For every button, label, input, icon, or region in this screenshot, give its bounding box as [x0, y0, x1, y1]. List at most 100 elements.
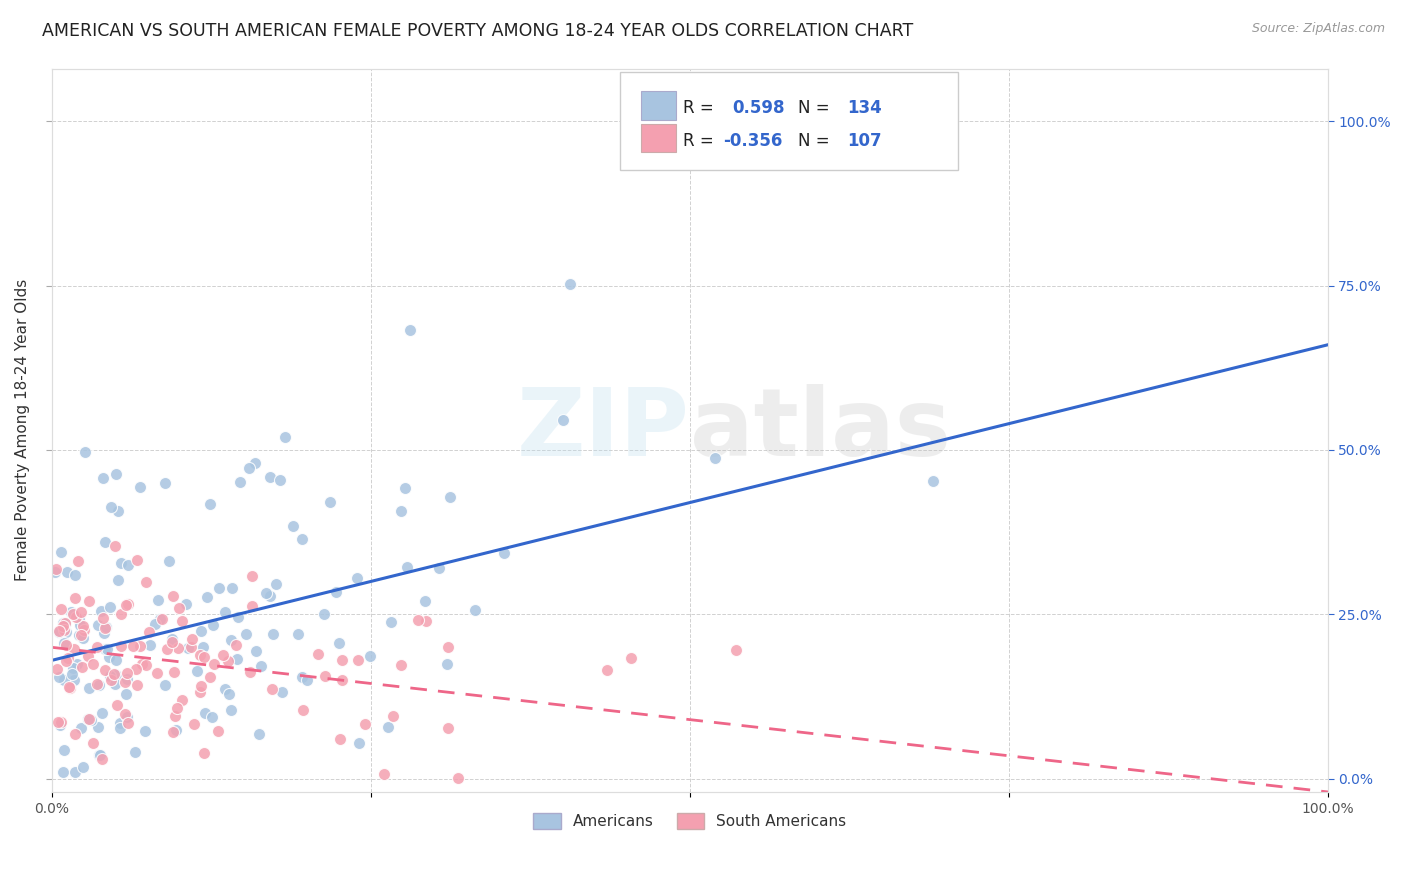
Point [271, 685, 294, 699]
Point [262, 626, 284, 640]
Point [73, 445, 96, 459]
Legend: Americans, South Americans: Americans, South Americans [527, 806, 852, 835]
Point [177, 641, 200, 656]
Point [259, 470, 281, 484]
Point [48, 670, 70, 684]
Point [183, 717, 205, 731]
Point [93, 626, 115, 640]
Point [77, 594, 100, 608]
Point [103, 667, 125, 681]
Point [115, 687, 138, 701]
Point [104, 668, 127, 682]
Point [131, 657, 153, 671]
Point [96, 620, 118, 634]
Point [202, 657, 225, 671]
Text: N =: N = [799, 99, 835, 118]
Point [46, 714, 69, 729]
Point [135, 657, 157, 672]
Point [620, 651, 643, 665]
Point [377, 720, 399, 734]
Point [94, 535, 117, 549]
Text: 134: 134 [846, 99, 882, 118]
Point [128, 480, 150, 494]
Point [127, 552, 149, 566]
Point [53, 673, 76, 687]
Point [307, 648, 329, 662]
FancyBboxPatch shape [641, 91, 676, 120]
Point [163, 665, 186, 679]
Point [129, 639, 152, 653]
Point [70, 605, 93, 619]
Point [149, 612, 172, 626]
Point [59, 681, 82, 695]
Point [107, 574, 129, 588]
FancyBboxPatch shape [641, 123, 676, 153]
Point [172, 614, 194, 628]
Point [250, 658, 273, 673]
Point [52, 624, 75, 638]
Point [69, 627, 91, 641]
Point [91, 752, 114, 766]
Point [291, 670, 314, 684]
Point [134, 723, 156, 738]
Point [110, 607, 132, 622]
Point [190, 679, 212, 693]
Point [114, 675, 136, 690]
Point [235, 627, 257, 641]
Point [373, 766, 395, 780]
Point [125, 662, 148, 676]
Point [359, 648, 381, 663]
Point [69, 618, 91, 632]
Point [70, 721, 93, 735]
Point [354, 717, 377, 731]
Point [201, 709, 224, 723]
Point [122, 639, 145, 653]
Point [180, 640, 202, 655]
Point [45, 662, 67, 676]
Point [73, 623, 96, 637]
Point [242, 569, 264, 583]
Point [193, 746, 215, 760]
Point [105, 467, 128, 482]
Point [329, 732, 352, 747]
Point [193, 650, 215, 665]
Point [437, 640, 460, 654]
Point [135, 575, 157, 590]
Point [100, 500, 122, 515]
Point [77, 681, 100, 696]
Point [52, 765, 75, 780]
Point [49, 602, 72, 616]
Point [49, 717, 72, 731]
Point [254, 585, 277, 599]
Point [243, 456, 266, 470]
Point [60, 667, 83, 681]
Point [274, 429, 297, 443]
Point [125, 678, 148, 692]
Point [77, 649, 100, 664]
Point [156, 641, 179, 656]
Point [105, 698, 128, 712]
Point [72, 631, 94, 645]
Text: R =: R = [683, 132, 720, 150]
Point [62, 661, 84, 675]
Point [389, 657, 412, 672]
Point [406, 613, 429, 627]
Point [240, 599, 263, 613]
Point [194, 706, 217, 720]
Point [207, 723, 229, 738]
Point [558, 277, 581, 291]
Point [214, 682, 236, 697]
Text: N =: N = [799, 132, 835, 150]
Point [82, 736, 104, 750]
Point [212, 648, 235, 662]
Point [114, 706, 136, 721]
Point [115, 665, 138, 680]
Point [595, 663, 617, 677]
Point [186, 664, 208, 678]
Point [347, 736, 370, 750]
Point [245, 644, 267, 658]
Point [90, 604, 112, 618]
Point [91, 706, 114, 721]
Point [94, 621, 117, 635]
Text: 107: 107 [846, 132, 882, 150]
